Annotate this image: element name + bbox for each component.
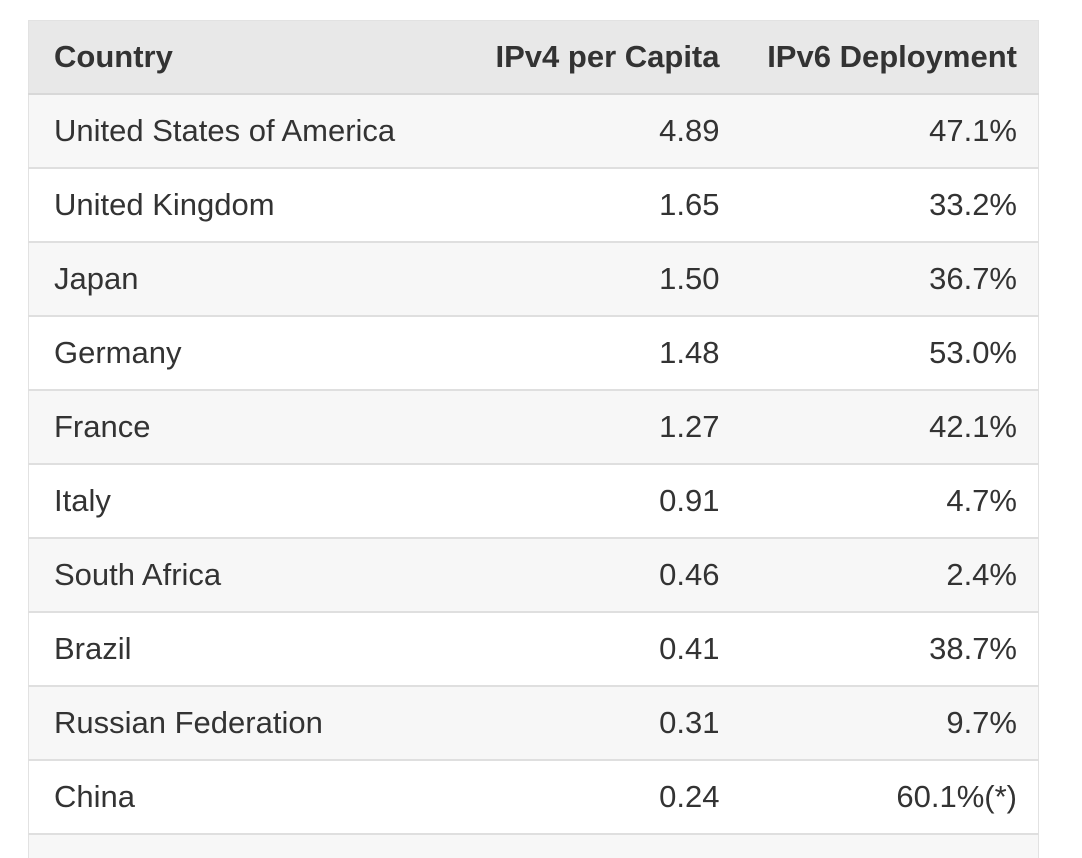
ipv6-deployment-cell: [740, 834, 1039, 858]
table-row: Italy 0.91 4.7%: [28, 464, 1039, 539]
ipv6-deployment-cell: 53.0%: [740, 316, 1039, 391]
country-cell: France: [28, 390, 469, 465]
ipv6-deployment-cell: 60.1%(*): [740, 760, 1039, 835]
table-row: Russian Federation 0.31 9.7%: [28, 686, 1039, 761]
table-row: France 1.27 42.1%: [28, 390, 1039, 465]
country-ip-stats-table-container: Country IPv4 per Capita IPv6 Deployment …: [28, 20, 1039, 858]
ipv4-per-capita-cell: 4.89: [468, 94, 741, 169]
country-cell: China: [28, 760, 469, 835]
country-cell: Japan: [28, 242, 469, 317]
ipv4-per-capita-cell: 0.46: [468, 538, 741, 613]
table-row: Brazil 0.41 38.7%: [28, 612, 1039, 687]
table-row: Germany 1.48 53.0%: [28, 316, 1039, 391]
ipv4-per-capita-cell: 1.27: [468, 390, 741, 465]
country-cell: South Africa: [28, 538, 469, 613]
ipv6-deployment-cell: 2.4%: [740, 538, 1039, 613]
ipv6-deployment-cell: 4.7%: [740, 464, 1039, 539]
ipv6-deployment-cell: 47.1%: [740, 94, 1039, 169]
ipv6-deployment-cell: 9.7%: [740, 686, 1039, 761]
table-row: Japan 1.50 36.7%: [28, 242, 1039, 317]
ipv4-per-capita-cell: 0.91: [468, 464, 741, 539]
country-cell: Italy: [28, 464, 469, 539]
table-row-partial: [28, 834, 1039, 858]
ipv6-deployment-cell: 42.1%: [740, 390, 1039, 465]
country-cell: [28, 834, 469, 858]
column-header-ipv4-per-capita: IPv4 per Capita: [468, 20, 741, 95]
ipv4-per-capita-cell: 1.50: [468, 242, 741, 317]
ipv4-per-capita-cell: 1.48: [468, 316, 741, 391]
table-header-row: Country IPv4 per Capita IPv6 Deployment: [28, 20, 1039, 95]
country-cell: Brazil: [28, 612, 469, 687]
country-cell: Germany: [28, 316, 469, 391]
ipv4-per-capita-cell: [468, 834, 741, 858]
table-body: United States of America 4.89 47.1% Unit…: [28, 94, 1039, 858]
table-row: United States of America 4.89 47.1%: [28, 94, 1039, 169]
country-cell: United States of America: [28, 94, 469, 169]
ipv6-deployment-cell: 33.2%: [740, 168, 1039, 243]
table-row: United Kingdom 1.65 33.2%: [28, 168, 1039, 243]
country-cell: Russian Federation: [28, 686, 469, 761]
table-row: China 0.24 60.1%(*): [28, 760, 1039, 835]
ipv6-deployment-cell: 36.7%: [740, 242, 1039, 317]
column-header-ipv6-deployment: IPv6 Deployment: [740, 20, 1039, 95]
table-row: South Africa 0.46 2.4%: [28, 538, 1039, 613]
ipv4-per-capita-cell: 1.65: [468, 168, 741, 243]
country-ip-stats-table: Country IPv4 per Capita IPv6 Deployment …: [28, 20, 1039, 858]
column-header-country: Country: [28, 20, 469, 95]
table-header: Country IPv4 per Capita IPv6 Deployment: [28, 20, 1039, 95]
ipv6-deployment-cell: 38.7%: [740, 612, 1039, 687]
ipv4-per-capita-cell: 0.41: [468, 612, 741, 687]
ipv4-per-capita-cell: 0.24: [468, 760, 741, 835]
ipv4-per-capita-cell: 0.31: [468, 686, 741, 761]
country-cell: United Kingdom: [28, 168, 469, 243]
